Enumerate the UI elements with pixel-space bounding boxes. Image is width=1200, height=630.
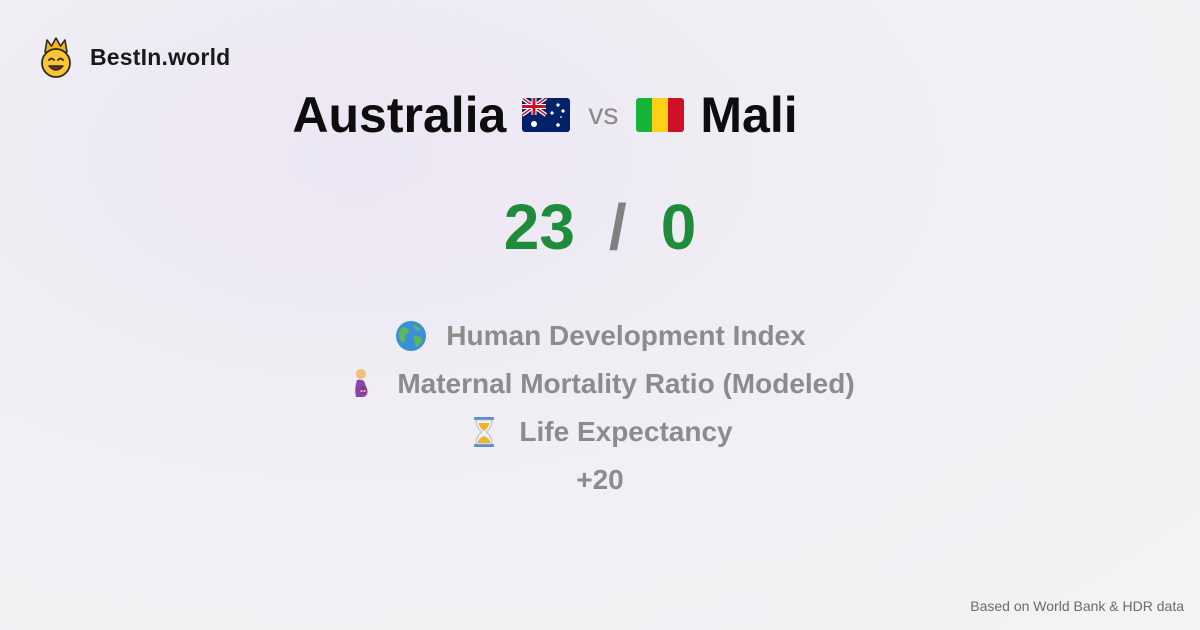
metric-item: Life Expectancy — [467, 408, 733, 456]
metric-item: Maternal Mortality Ratio (Modeled) — [345, 360, 855, 408]
vs-label: vs — [588, 98, 619, 131]
country-b-name: Mali — [700, 87, 798, 143]
score-b: 0 — [660, 191, 697, 263]
score: 23 / 0 — [0, 190, 1200, 264]
metric-label: Human Development Index — [446, 320, 806, 351]
metrics-list: Human Development Index Maternal Mortali… — [0, 312, 1200, 504]
hourglass-icon — [467, 415, 519, 449]
metric-item: Human Development Index — [394, 312, 806, 360]
country-a-name: Australia — [292, 87, 507, 143]
globe-icon — [394, 319, 446, 353]
pregnant-woman-icon — [345, 367, 397, 401]
brand[interactable]: BestIn.world — [38, 36, 230, 78]
more-metrics-count: +20 — [576, 464, 624, 495]
brand-name: BestIn.world — [90, 43, 231, 70]
mali-flag-icon — [636, 98, 685, 132]
metric-label: Maternal Mortality Ratio (Modeled) — [397, 368, 855, 399]
score-a: 23 — [503, 191, 575, 263]
data-source-note: Based on World Bank & HDR data — [970, 598, 1184, 614]
comparison-title: Australia vs Mali — [0, 86, 1090, 144]
crown-smiley-icon — [38, 36, 74, 78]
score-separator: / — [608, 191, 627, 263]
australia-flag-icon — [522, 98, 571, 132]
metric-label: Life Expectancy — [519, 416, 733, 447]
